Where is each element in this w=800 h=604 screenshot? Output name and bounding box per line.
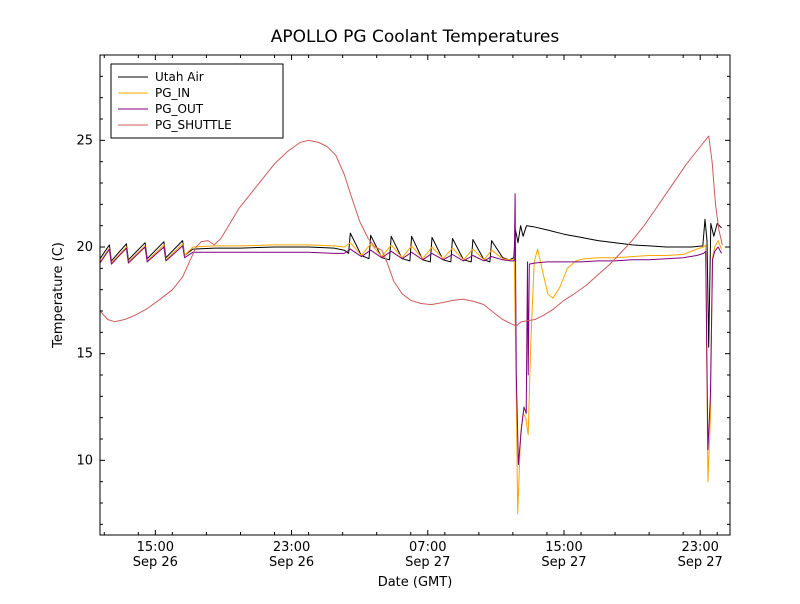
plot-border	[99, 54, 731, 536]
x-tick-time-label: 15:00	[545, 540, 582, 555]
legend-label: PG_OUT	[155, 102, 204, 116]
x-axis-label: Date (GMT)	[378, 575, 453, 590]
y-tick-label: 20	[76, 240, 93, 255]
x-tick-time-label: 07:00	[409, 540, 446, 555]
legend-label: PG_SHUTTLE	[155, 118, 232, 132]
legend: Utah Air PG_IN PG_OUT PG_SHUTTLE	[110, 63, 284, 139]
x-tick-date-label: Sep 27	[678, 555, 723, 570]
legend-label: PG_IN	[155, 86, 190, 100]
x-tick-date-label: Sep 27	[541, 555, 586, 570]
x-tick-time-label: 15:00	[137, 540, 174, 555]
x-tick-time-label: 23:00	[681, 540, 718, 555]
y-axis-label: Temperature (C)	[51, 242, 66, 349]
x-tick-date-label: Sep 26	[269, 555, 314, 570]
x-tick-date-label: Sep 27	[405, 555, 450, 570]
y-tick-label: 25	[76, 133, 93, 148]
series-line-pg-in	[100, 240, 722, 515]
x-tick-time-label: 23:00	[273, 540, 310, 555]
legend-label: Utah Air	[155, 70, 204, 84]
series-line-pg-shuttle	[100, 135, 723, 327]
series-group	[100, 135, 723, 515]
chart-title: APOLLO PG Coolant Temperatures	[271, 27, 560, 47]
y-tick-label: 10	[76, 453, 93, 468]
series-line-pg-out	[100, 193, 722, 466]
legend-box	[110, 63, 284, 139]
series-line-utah-air	[100, 218, 722, 348]
x-tick-date-label: Sep 26	[133, 555, 178, 570]
y-tick-label: 15	[76, 347, 93, 362]
